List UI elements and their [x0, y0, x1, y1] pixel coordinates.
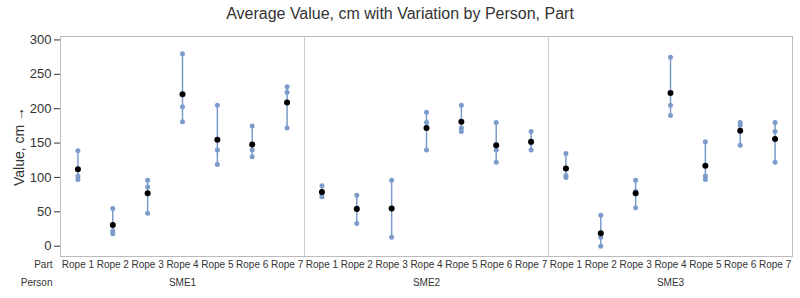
- svg-text:Rope 6: Rope 6: [480, 259, 513, 270]
- svg-text:250: 250: [30, 66, 52, 81]
- svg-text:Rope 7: Rope 7: [271, 259, 304, 270]
- svg-text:Rope 2: Rope 2: [341, 259, 374, 270]
- svg-text:Part: Part: [34, 259, 53, 270]
- svg-text:0: 0: [44, 238, 51, 253]
- svg-text:Rope 3: Rope 3: [376, 259, 409, 270]
- svg-text:Rope 3: Rope 3: [132, 259, 165, 270]
- svg-text:Rope 7: Rope 7: [759, 259, 792, 270]
- html-text:Average Value, cm with Variati: Average Value, cm with Variation by Pers…: [226, 5, 574, 22]
- svg-text:50: 50: [37, 204, 51, 219]
- svg-text:SME3: SME3: [657, 277, 685, 288]
- svg-text:150: 150: [30, 135, 52, 150]
- svg-text:300: 300: [30, 32, 52, 47]
- svg-text:Rope 7: Rope 7: [515, 259, 548, 270]
- svg-text:Rope 5: Rope 5: [689, 259, 722, 270]
- svg-text:SME2: SME2: [413, 277, 441, 288]
- svg-text:SME1: SME1: [169, 277, 197, 288]
- svg-text:Rope 4: Rope 4: [654, 259, 687, 270]
- svg-text:Rope 3: Rope 3: [620, 259, 653, 270]
- svg-text:Rope 2: Rope 2: [97, 259, 130, 270]
- svg-text:Rope 6: Rope 6: [236, 259, 269, 270]
- svg-text:Person: Person: [21, 277, 53, 288]
- svg-text:Value, cm →: Value, cm →: [11, 107, 27, 186]
- svg-text:Rope 1: Rope 1: [306, 259, 339, 270]
- svg-text:Rope 2: Rope 2: [585, 259, 618, 270]
- svg-text:Rope 4: Rope 4: [410, 259, 443, 270]
- svg-text:100: 100: [30, 170, 52, 185]
- svg-text:Rope 5: Rope 5: [201, 259, 234, 270]
- svg-text:Rope 1: Rope 1: [62, 259, 95, 270]
- svg-text:Rope 1: Rope 1: [550, 259, 583, 270]
- svg-text:Rope 6: Rope 6: [724, 259, 757, 270]
- svg-text:Rope 5: Rope 5: [445, 259, 478, 270]
- svg-text:200: 200: [30, 101, 52, 116]
- svg-text:Rope 4: Rope 4: [166, 259, 199, 270]
